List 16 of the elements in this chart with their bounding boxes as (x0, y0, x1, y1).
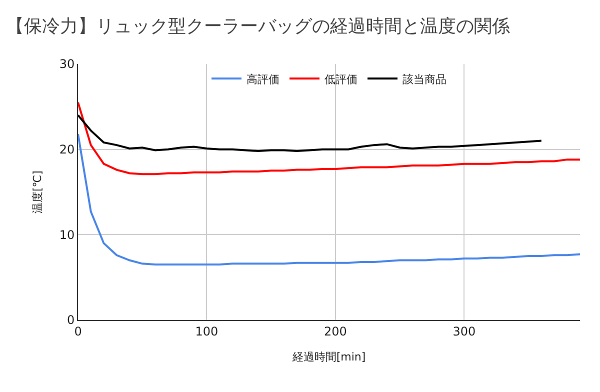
x-tick-label: 100 (195, 324, 218, 338)
x-tick-label: 200 (324, 324, 347, 338)
x-tick-label: 300 (452, 324, 476, 338)
y-tick-label: 20 (59, 142, 75, 157)
line-series (78, 101, 580, 176)
y-tick-label: 10 (59, 228, 75, 242)
x-axis-title: 経過時間[min] (291, 350, 366, 364)
chart-title: 【保冷力】リュック型クーラーバッグの経過時間と温度の関係 (6, 16, 510, 38)
line-series (78, 132, 580, 266)
line-series (78, 114, 542, 152)
legend-label: 低評価 (324, 72, 358, 86)
legend-label: 高評価 (246, 72, 280, 86)
legend-label: 該当商品 (402, 72, 446, 86)
y-tick-label: 0 (66, 313, 75, 328)
y-axis-title: 温度[℃] (30, 170, 44, 214)
y-tick-label: 30 (59, 57, 75, 72)
